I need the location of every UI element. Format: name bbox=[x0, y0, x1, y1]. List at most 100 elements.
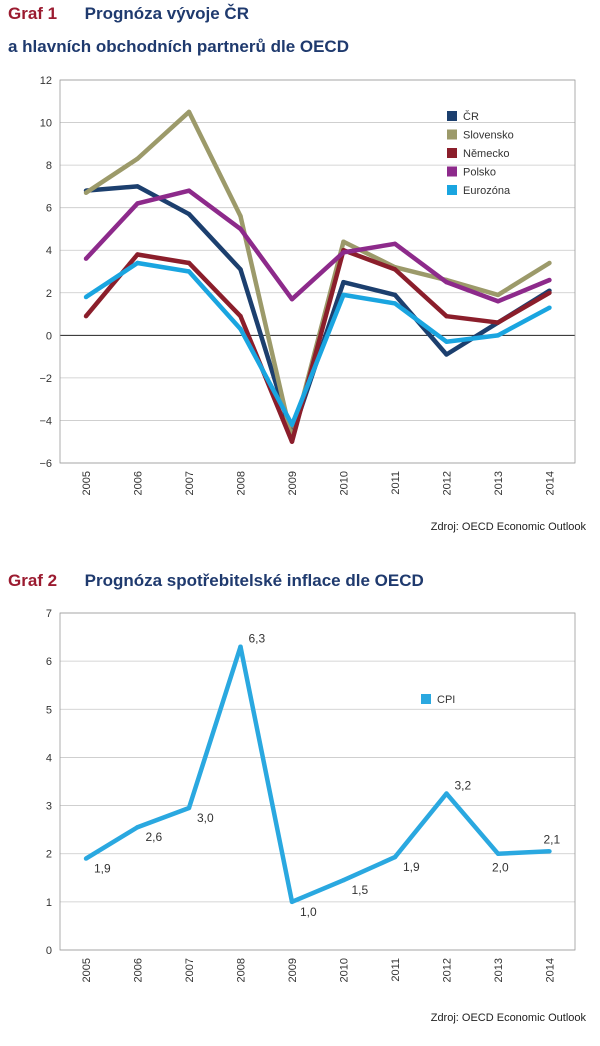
chart1-data-point bbox=[495, 299, 501, 304]
chart2-plot-frame bbox=[59, 612, 576, 951]
chart2-data-label: 2,0 bbox=[492, 861, 509, 875]
chart1-data-point bbox=[341, 250, 346, 255]
chart2-y-tick-label: 1 bbox=[46, 897, 52, 909]
chart1-source: Zdroj: OECD Economic Outlook bbox=[430, 521, 586, 533]
chart1-legend-swatch bbox=[447, 111, 457, 121]
chart1-data-point bbox=[392, 267, 398, 272]
chart2-data-point bbox=[186, 805, 192, 811]
chart2-y-tick-label: 6 bbox=[46, 656, 52, 668]
chart1-data-point bbox=[186, 188, 192, 193]
chart2-data-label: 1,9 bbox=[403, 860, 420, 874]
chart1-data-point bbox=[444, 279, 449, 285]
chart1-series-line-3 bbox=[84, 188, 551, 304]
chart1-y-tick-label: 4 bbox=[46, 245, 52, 257]
chart1-data-point bbox=[547, 260, 552, 266]
chart2-data-label: 2,1 bbox=[544, 832, 561, 846]
chart1-data-point bbox=[444, 313, 449, 319]
chart1-plot-frame bbox=[59, 79, 576, 464]
chart1-data-point bbox=[495, 333, 501, 338]
chart2-x-tick-label: 2013 bbox=[493, 958, 505, 982]
chart1-number: Graf 1 bbox=[8, 4, 58, 23]
chart2-data-label: 1,9 bbox=[94, 862, 111, 876]
chart1-data-point bbox=[444, 352, 449, 357]
chart2-source: Zdroj: OECD Economic Outlook bbox=[430, 1012, 586, 1024]
chart2-x-tick-label: 2010 bbox=[339, 958, 351, 982]
chart1-data-point bbox=[547, 277, 552, 283]
chart2-y-tick-label: 2 bbox=[46, 849, 52, 861]
chart1-data-point bbox=[186, 260, 192, 266]
chart1-x-tick-label: 2012 bbox=[442, 471, 454, 495]
chart1-data-point bbox=[135, 260, 140, 266]
chart1-data-point bbox=[392, 301, 398, 306]
chart1-data-point bbox=[238, 267, 243, 272]
chart1-title: Prognóza vývoje ČR bbox=[84, 4, 249, 23]
chart2-y-tick-label: 5 bbox=[46, 704, 52, 716]
chart1-series-line-2 bbox=[84, 247, 551, 444]
chart1-series-line-4 bbox=[84, 260, 551, 427]
chart1-data-point bbox=[83, 256, 89, 261]
chart2-x-tick-label: 2007 bbox=[184, 958, 196, 982]
chart1-data-point bbox=[392, 292, 398, 298]
chart1-data-point bbox=[289, 439, 295, 444]
chart2-data-point bbox=[495, 851, 501, 856]
chart2-data-label: 3,2 bbox=[455, 779, 472, 793]
chart1-y-tick-label: 10 bbox=[40, 118, 52, 130]
chart1-x-tick-label: 2014 bbox=[545, 471, 557, 495]
chart1-legend-swatch bbox=[447, 185, 457, 195]
chart1-data-point bbox=[83, 294, 89, 300]
chart1-y-tick-label: 2 bbox=[46, 288, 52, 300]
chart1-y-tick-label: 0 bbox=[46, 330, 52, 342]
chart1-x-tick-label: 2013 bbox=[493, 471, 505, 495]
chart1-data-point bbox=[444, 339, 449, 344]
chart2-legend-label: CPI bbox=[437, 694, 455, 706]
chart1-y-tick-label: 6 bbox=[46, 203, 52, 215]
chart2-number: Graf 2 bbox=[8, 571, 58, 590]
chart1-x-tick-label: 2005 bbox=[81, 471, 93, 495]
chart2-data-label: 2,6 bbox=[146, 830, 163, 844]
chart2-title-line: Graf 2 Prognóza spotřebitelské inflace d… bbox=[8, 570, 424, 592]
chart1-y-tick-label: −4 bbox=[39, 415, 52, 427]
chart1-data-point bbox=[83, 190, 89, 195]
chart1-data-point bbox=[495, 292, 501, 298]
chart1-legend-label: Eurozóna bbox=[463, 185, 511, 197]
chart1-data-point bbox=[495, 320, 501, 325]
chart1-legend-swatch bbox=[447, 148, 457, 158]
chart1-data-point bbox=[135, 184, 140, 189]
chart2-data-point bbox=[547, 849, 552, 854]
chart1-data-point bbox=[289, 296, 295, 302]
chart2-legend-swatch bbox=[421, 694, 431, 704]
chart1-data-point bbox=[135, 201, 140, 206]
chart1-data-point bbox=[238, 226, 243, 232]
chart2-data-label: 6,3 bbox=[249, 632, 266, 646]
chart2-y-tick-label: 4 bbox=[46, 752, 52, 764]
chart2-x-tick-label: 2009 bbox=[287, 958, 299, 982]
chart1-y-tick-label: −6 bbox=[39, 458, 52, 470]
chart1-title-line1: Graf 1 Prognóza vývoje ČR bbox=[8, 3, 249, 25]
chart1-data-point bbox=[289, 422, 295, 427]
chart1-data-point bbox=[341, 279, 346, 285]
chart1-data-point bbox=[186, 211, 192, 217]
chart1-data-point bbox=[135, 252, 140, 257]
chart1-data-point bbox=[83, 313, 89, 319]
chart1-legend-swatch bbox=[447, 166, 457, 177]
chart1-title-line2: a hlavních obchodních partnerů dle OECD bbox=[8, 37, 349, 56]
chart1-legend-swatch bbox=[447, 129, 457, 140]
chart1-data-point bbox=[238, 213, 243, 219]
chart2-y-tick-label: 0 bbox=[46, 945, 52, 957]
chart2-x-tick-label: 2012 bbox=[442, 958, 454, 982]
chart1-data-point bbox=[341, 292, 346, 298]
chart1-series-line-0 bbox=[85, 184, 551, 438]
chart1-data-point bbox=[547, 305, 552, 310]
chart1-data-point bbox=[238, 313, 243, 319]
chart2-data-point bbox=[392, 854, 398, 860]
chart1-legend-label: Polsko bbox=[463, 167, 496, 179]
chart1-y-tick-label: 8 bbox=[46, 160, 52, 172]
chart1-y-tick-label: −2 bbox=[39, 373, 52, 385]
chart1-y-tick-label: 12 bbox=[40, 75, 52, 87]
chart1-x-tick-label: 2007 bbox=[184, 471, 196, 495]
chart2-data-point bbox=[289, 899, 295, 905]
chart1-data-point bbox=[186, 269, 192, 274]
chart1-data-point bbox=[238, 326, 243, 332]
chart2-data-point bbox=[83, 856, 89, 861]
